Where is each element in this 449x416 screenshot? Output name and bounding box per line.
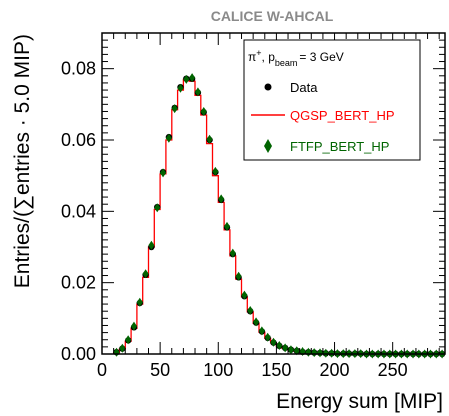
ftfp-bert-hp-point (218, 194, 225, 204)
ftfp-bert-hp-point (311, 348, 318, 358)
ftfp-bert-hp-point (229, 248, 236, 258)
ftfp-bert-hp-point (253, 317, 260, 327)
legend: π+, pbeam = 3 GeV Data QGSP_BERT_HP FTFP_… (243, 39, 421, 161)
x-axis-label: Energy sum [MIP] (276, 390, 443, 413)
ftfp-bert-hp-point (287, 345, 294, 355)
y-tick-label: 0.08 (61, 59, 96, 79)
x-tick-label: 150 (261, 360, 291, 380)
ftfp-bert-hp-point (194, 87, 201, 97)
y-tick-label: 0.06 (61, 130, 96, 150)
axes: 0 50 100 150 200 250 0.00 0.02 0.04 0.06 0.08 (61, 32, 445, 380)
ftfp-bert-hp-point (177, 83, 184, 93)
ftfp-bert-hp-point (276, 340, 283, 350)
ftfp-bert-hp-point (264, 332, 271, 342)
ftfp-bert-hp-point (282, 343, 289, 353)
ftfp-bert-hp-point (270, 337, 277, 347)
ftfp-bert-hp-point (235, 271, 242, 281)
ftfp-bert-hp-point (206, 134, 213, 144)
ftfp-bert-hp-point (247, 305, 254, 315)
ftfp-bert-hp-point (317, 348, 324, 358)
ftfp-bert-hp-point (200, 106, 207, 116)
x-tick-label: 100 (203, 360, 233, 380)
ftfp-bert-hp-point (189, 73, 196, 83)
y-tick-label: 0.02 (61, 273, 96, 293)
y-tick-label: 0.00 (61, 344, 96, 364)
legend-ftfp-marker (264, 139, 272, 153)
ftfp-bert-hp-point (171, 104, 178, 114)
y-tick-label: 0.04 (61, 201, 96, 221)
legend-header-value: = 3 GeV (299, 50, 343, 64)
ftfp-bert-hp-point (165, 133, 172, 143)
ftfp-bert-hp-point (142, 269, 149, 279)
ftfp-bert-hp-point (223, 221, 230, 231)
legend-qgsp-label: QGSP_BERT_HP (290, 108, 395, 123)
legend-ftfp-label: FTFP_BERT_HP (290, 139, 389, 154)
ftfp-bert-hp-point (258, 326, 265, 336)
legend-header-p: , p (262, 50, 276, 64)
ftfp-bert-hp-point (130, 321, 137, 331)
legend-header: π+, pbeam = 3 GeV (248, 48, 344, 68)
legend-data-label: Data (290, 80, 318, 95)
legend-box (243, 39, 421, 161)
ftfp-bert-hp-point (136, 297, 143, 307)
legend-data-marker (264, 83, 272, 91)
ftfp-bert-hp-point (293, 346, 300, 356)
ftfp-bert-hp-point (241, 290, 248, 300)
ftfp-bert-hp-point (160, 168, 167, 178)
legend-header-sub: beam (275, 58, 298, 68)
x-tick-label: 250 (378, 360, 408, 380)
y-axis-label: Entries/(∑entries · 5.0 MIP) (11, 34, 34, 288)
legend-header-charge: + (256, 48, 261, 58)
plot-frame (101, 32, 446, 355)
ftfp-bert-hp-point (119, 343, 126, 353)
ftfp-bert-hp-point (183, 74, 190, 84)
ftfp-bert-hp-point (305, 347, 312, 357)
x-tick-label: 50 (150, 360, 170, 380)
ftfp-bert-hp-point (125, 335, 132, 345)
x-tick-label: 0 (97, 360, 107, 380)
x-tick-label: 200 (320, 360, 350, 380)
ftfp-bert-hp-point (148, 240, 155, 250)
ftfp-bert-hp-point (212, 166, 219, 176)
chart-title: CALICE W-AHCAL (211, 8, 334, 24)
legend-header-particle: π (248, 50, 256, 64)
ftfp-bert-hp-point (154, 203, 161, 213)
ftfp-bert-hp-point (113, 347, 120, 357)
